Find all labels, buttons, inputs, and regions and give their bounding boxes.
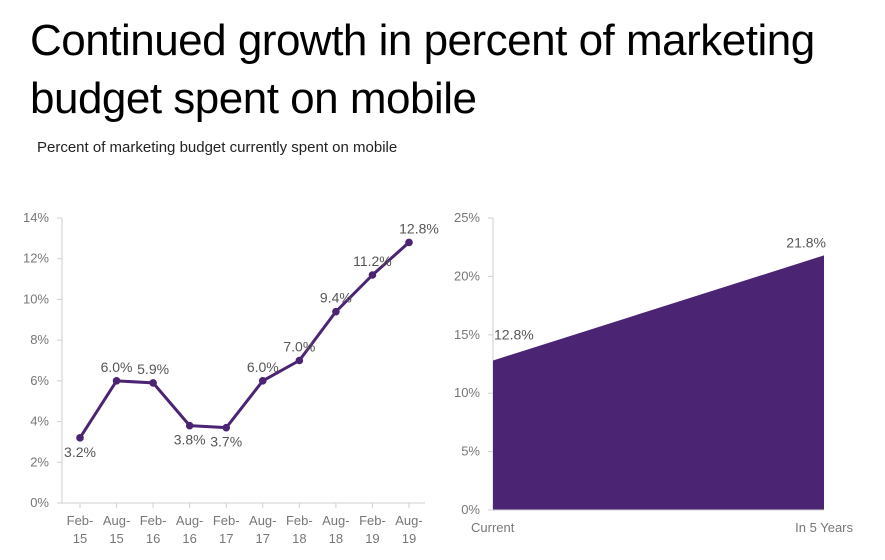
- line-chart-x-tick-label-line: Aug-: [249, 513, 276, 528]
- line-chart-x-tick-label-line: 17: [219, 531, 233, 546]
- line-chart-x-tick-label-line: Feb-: [140, 513, 167, 528]
- line-point: [332, 307, 340, 316]
- line-chart-x-tick-label-line: Aug-: [395, 513, 422, 528]
- line-series: [78, 241, 410, 439]
- line-data-label: 7.0%: [283, 339, 315, 355]
- area-series: [493, 255, 824, 510]
- line-point: [222, 423, 231, 432]
- area-chart-y-tick-label: 10%: [454, 385, 480, 400]
- line-chart-x-tick-label: Feb- 19: [359, 513, 386, 546]
- area-chart-y-tick-label: 5%: [461, 444, 480, 459]
- line-point: [185, 421, 194, 430]
- area-chart-x-tick-label: Current: [471, 520, 515, 535]
- line-chart-y-tick-label: 4%: [30, 414, 49, 429]
- line-chart-x-tick-label: Aug- 15: [103, 513, 130, 546]
- area-chart-y-tick-label: 0%: [461, 502, 480, 517]
- line-data-label: 3.8%: [174, 432, 206, 448]
- line-chart-x-tick-label-line: 16: [182, 531, 196, 546]
- line-chart-x-tick-label: Feb- 15: [67, 513, 94, 546]
- line-chart-x-tick-label: Feb- 18: [286, 513, 313, 546]
- line-data-label: 6.0%: [101, 359, 133, 375]
- area-chart-y-tick-label: 20%: [454, 268, 480, 283]
- line-data-label: 11.2%: [353, 253, 392, 269]
- line-data-label: 6.0%: [247, 359, 279, 375]
- line-chart-x-tick-label-line: 18: [292, 531, 306, 546]
- line-data-label: 9.4%: [320, 290, 352, 306]
- line-chart-x-tick-label-line: Feb-: [67, 513, 94, 528]
- line-chart-y-tick-label: 2%: [30, 454, 49, 469]
- line-point: [368, 271, 377, 279]
- line-chart-x-tick-label-line: 19: [365, 531, 379, 546]
- page-title: Continued growth in percent of marketing…: [30, 16, 815, 123]
- line-point: [112, 377, 121, 385]
- line-chart-x-tick-label: Feb- 17: [213, 513, 240, 546]
- line-data-label: 5.9%: [137, 361, 169, 377]
- line-point: [405, 238, 413, 247]
- area-data-label: 12.8%: [494, 326, 534, 342]
- line-chart-x-tick-label: Aug- 19: [395, 513, 422, 546]
- line-chart-x-tick-label-line: Aug-: [322, 513, 349, 528]
- line-chart-x-tick-label-line: Feb-: [286, 513, 313, 528]
- line-chart-y-tick-label: 14%: [23, 210, 49, 225]
- line-chart-x-tick-label: Aug- 18: [322, 513, 349, 546]
- area-data-label: 21.8%: [786, 234, 826, 250]
- line-chart-x-tick-label: Aug- 17: [249, 513, 276, 546]
- line-chart-x-tick-label-line: Aug-: [176, 513, 203, 528]
- line-chart-x-tick-label-line: 17: [256, 531, 270, 546]
- line-chart-y-tick-label: 12%: [23, 251, 49, 266]
- line-chart-x-tick-label-line: 18: [329, 531, 343, 546]
- line-chart-x-tick-label-line: 19: [402, 531, 416, 546]
- area-chart-y-tick-label: 15%: [454, 327, 480, 342]
- line-chart-x-tick-label-line: Feb-: [213, 513, 240, 528]
- area-chart: 0% 5% 10% 15% 20% 25% 12.8% 21.8% Current In 5 Ye…: [454, 210, 854, 535]
- line-data-label: 3.2%: [64, 444, 96, 460]
- line-data-label: 12.8%: [399, 220, 439, 236]
- line-chart-x-tick-label-line: 15: [73, 531, 87, 546]
- line-point: [76, 434, 84, 442]
- area-chart-y-tick-label: 25%: [454, 210, 480, 225]
- line-chart-x-tick-label: Feb- 16: [140, 513, 167, 546]
- line-chart-x-tick-label-line: 16: [146, 531, 160, 546]
- line-chart-x-tick-label-line: Feb-: [359, 513, 386, 528]
- line-data-label: 3.7%: [210, 434, 242, 450]
- line-chart-x-tick-label-line: 15: [109, 531, 123, 546]
- line-chart-y-tick-label: 0%: [30, 495, 49, 510]
- line-chart-y-tick-label: 6%: [30, 373, 49, 388]
- line-point: [295, 356, 304, 365]
- line-chart-y-tick-label: 8%: [30, 332, 49, 347]
- chart-subtitle: Percent of marketing budget currently sp…: [37, 139, 398, 156]
- line-chart: 0%2%4%6%8%10%12%14%Feb-15Aug-15Feb-16Aug…: [23, 210, 439, 546]
- line-chart-x-tick-label: Aug- 16: [176, 513, 203, 546]
- line-point: [149, 379, 157, 387]
- line-chart-x-tick-label-line: Aug-: [103, 513, 130, 528]
- line-chart-y-tick-label: 10%: [23, 291, 49, 306]
- area-chart-x-tick-label: In 5 Years: [795, 520, 853, 535]
- line-point: [258, 377, 267, 385]
